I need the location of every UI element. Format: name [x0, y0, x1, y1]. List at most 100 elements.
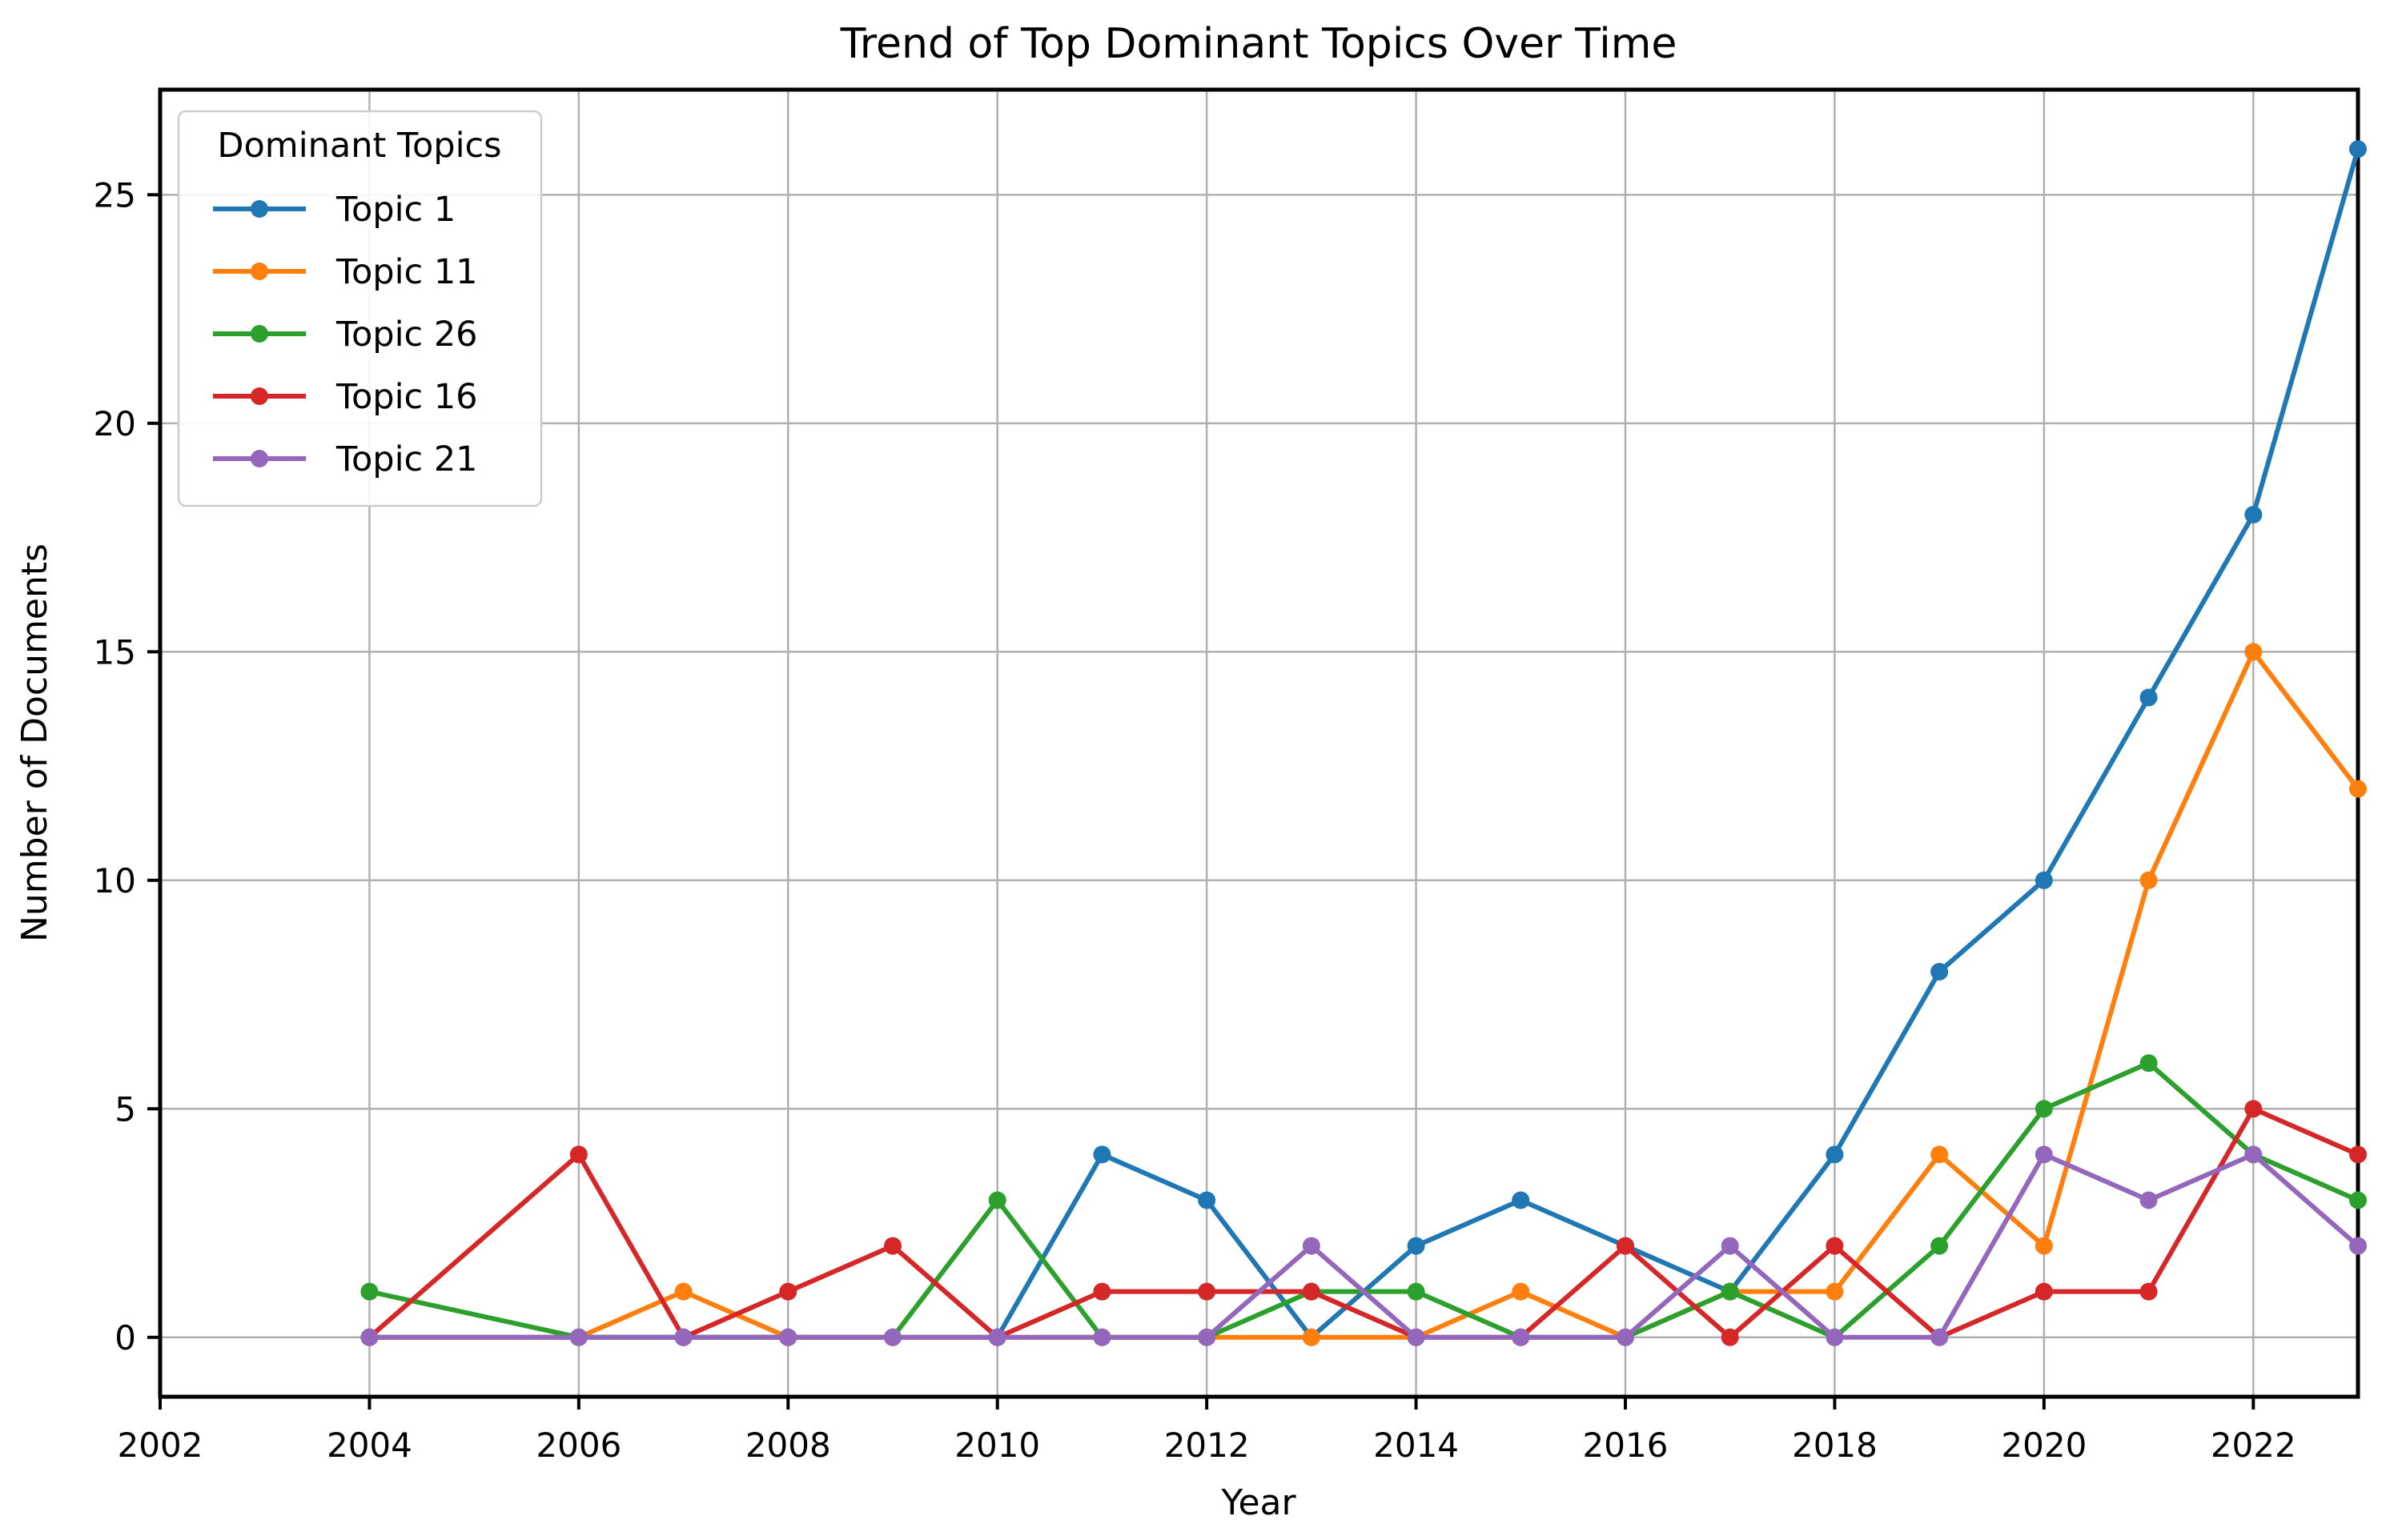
legend-marker	[251, 325, 268, 343]
data-point-topic-21	[1302, 1237, 1320, 1255]
data-point-topic-21	[2139, 1191, 2158, 1209]
data-point-topic-26	[2139, 1054, 2158, 1073]
data-point-topic-21	[779, 1328, 797, 1346]
data-point-topic-16	[2035, 1282, 2053, 1301]
data-point-topic-26	[360, 1282, 379, 1301]
data-point-topic-21	[2035, 1145, 2053, 1164]
legend-title: Dominant Topics	[217, 126, 501, 166]
data-point-topic-1	[1826, 1145, 1844, 1164]
x-tick-label: 2018	[1792, 1426, 1878, 1465]
x-tick-label: 2004	[327, 1426, 412, 1465]
data-point-topic-26	[1407, 1282, 1425, 1301]
data-point-topic-21	[988, 1328, 1006, 1346]
data-point-topic-26	[988, 1191, 1006, 1209]
x-tick-label: 2008	[745, 1426, 831, 1465]
plot-border	[158, 87, 2360, 1399]
data-point-topic-1	[1198, 1191, 1216, 1209]
y-tick-label: 20	[94, 404, 136, 443]
data-point-topic-1	[1930, 962, 1949, 981]
data-point-topic-1	[1407, 1237, 1425, 1255]
legend-item-label: Topic 26	[335, 315, 478, 355]
data-point-topic-11	[1826, 1282, 1844, 1301]
legend-item-label: Topic 1	[335, 190, 456, 230]
data-point-topic-21	[1721, 1237, 1739, 1255]
legend-marker	[251, 263, 268, 280]
series-line-topic-11	[367, 649, 2360, 1340]
data-point-topic-1	[2139, 688, 2158, 707]
data-point-topic-11	[2244, 643, 2263, 661]
data-point-topic-16	[884, 1237, 902, 1255]
data-point-topic-26	[1930, 1237, 1949, 1255]
x-tick-label: 2006	[536, 1426, 621, 1465]
data-point-topic-16	[1198, 1282, 1216, 1301]
x-tick-label: 2012	[1164, 1426, 1250, 1465]
data-point-topic-21	[2349, 1237, 2367, 1255]
data-point-topic-11	[2349, 780, 2367, 798]
y-tick-label: 25	[94, 175, 136, 215]
series-topic-16	[360, 1100, 2367, 1346]
x-tick-label: 2010	[954, 1426, 1040, 1465]
x-tick-label: 2016	[1583, 1426, 1669, 1465]
data-point-topic-16	[569, 1145, 588, 1164]
data-point-topic-21	[1617, 1328, 1634, 1346]
data-point-topic-21	[674, 1328, 693, 1346]
series-line-topic-16	[367, 1106, 2360, 1340]
data-point-topic-21	[884, 1328, 902, 1346]
y-tick-label: 15	[94, 632, 136, 672]
y-tick-label: 0	[114, 1318, 136, 1358]
x-tick-label: 2014	[1373, 1426, 1459, 1465]
data-point-topic-26	[1721, 1282, 1739, 1301]
data-point-topic-21	[2244, 1145, 2263, 1164]
y-tick-label: 5	[114, 1089, 136, 1129]
data-point-topic-1	[1512, 1191, 1530, 1209]
data-point-topic-16	[779, 1282, 797, 1301]
data-point-topic-21	[1512, 1328, 1530, 1346]
data-point-topic-1	[2349, 140, 2367, 158]
legend-item-topic-16: Topic 16	[213, 377, 478, 417]
legend-marker	[251, 200, 268, 218]
y-axis-label: Number of Documents	[14, 543, 55, 942]
legend-item-label: Topic 16	[335, 377, 478, 417]
data-point-topic-16	[2349, 1145, 2367, 1164]
data-point-topic-21	[1198, 1328, 1216, 1346]
data-point-topic-21	[1407, 1328, 1425, 1346]
y-tick-label: 10	[94, 861, 136, 900]
data-point-topic-11	[1302, 1328, 1320, 1346]
data-point-topic-1	[2244, 506, 2263, 524]
series-topic-21	[360, 1145, 2367, 1346]
data-series	[360, 140, 2367, 1346]
series-topic-11	[360, 643, 2367, 1346]
legend-item-topic-11: Topic 11	[213, 252, 478, 292]
data-point-topic-21	[360, 1328, 379, 1346]
x-tick-label: 2020	[2001, 1426, 2087, 1465]
data-point-topic-16	[1302, 1282, 1320, 1301]
data-point-topic-16	[1093, 1282, 1111, 1301]
axis-ticks	[147, 193, 2255, 1410]
data-point-topic-11	[2035, 1237, 2053, 1255]
data-point-topic-21	[1930, 1328, 1949, 1346]
data-point-topic-11	[1512, 1282, 1530, 1301]
data-point-topic-21	[1093, 1328, 1111, 1346]
data-point-topic-16	[1721, 1328, 1739, 1346]
legend-item-label: Topic 11	[335, 252, 478, 292]
x-axis-label: Year	[1220, 1482, 1296, 1523]
legend-items: Topic 1 Topic 11 Topic 26 Topic 16 Topic 21	[213, 190, 478, 479]
data-point-topic-16	[1826, 1237, 1844, 1255]
x-tick-label: 2002	[118, 1426, 203, 1465]
data-point-topic-1	[2035, 871, 2053, 889]
legend-marker	[251, 387, 268, 405]
data-point-topic-21	[569, 1328, 588, 1346]
legend-item-topic-26: Topic 26	[213, 315, 478, 355]
y-tick-labels: 0 5 10 15 20 25	[94, 175, 136, 1357]
legend-marker	[251, 450, 268, 467]
data-point-topic-16	[1617, 1237, 1634, 1255]
data-point-topic-1	[1093, 1145, 1111, 1164]
data-point-topic-11	[2139, 871, 2158, 889]
legend-item-label: Topic 21	[335, 439, 478, 479]
data-point-topic-21	[1826, 1328, 1844, 1346]
data-point-topic-16	[2244, 1100, 2263, 1118]
data-point-topic-26	[2349, 1191, 2367, 1209]
